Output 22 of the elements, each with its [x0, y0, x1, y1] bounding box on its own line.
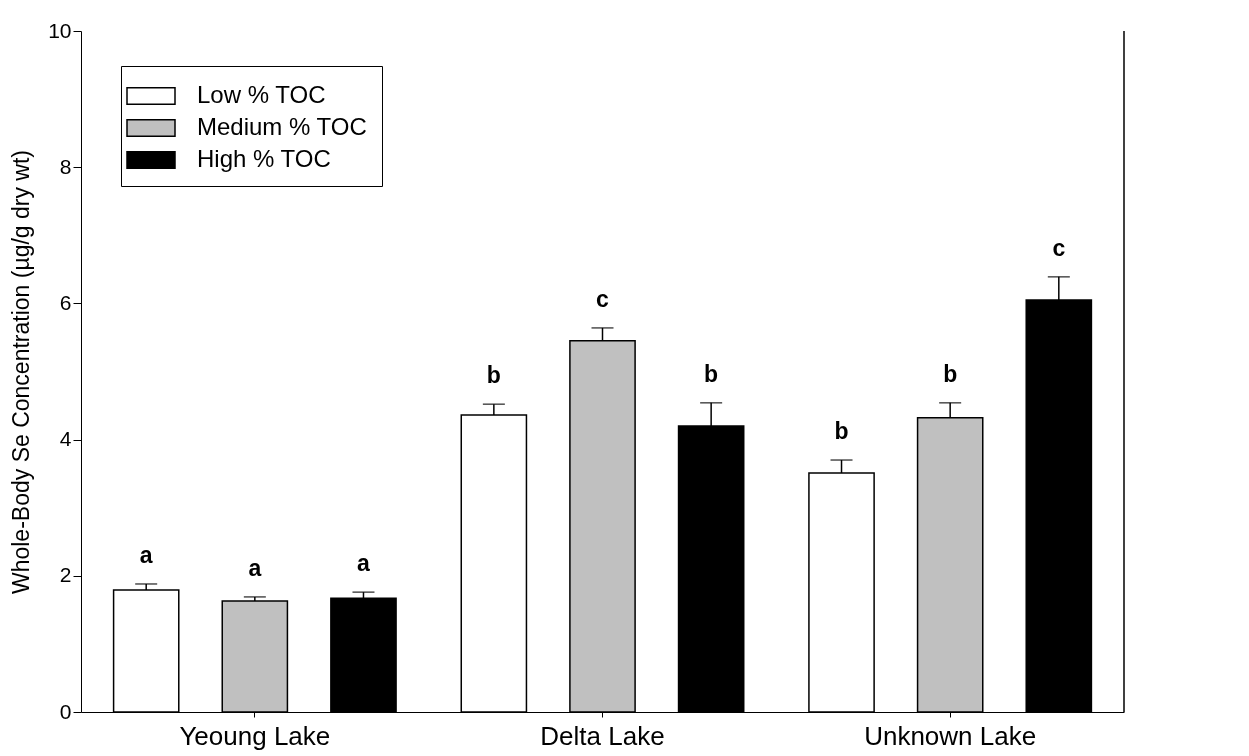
- annotation: b: [834, 418, 849, 445]
- y-tick-label: 0: [59, 699, 72, 723]
- legend-label: Medium % TOC: [197, 113, 367, 140]
- annotation: b: [943, 360, 958, 387]
- y-tick-label: 8: [59, 154, 72, 178]
- annotation: c: [1052, 234, 1066, 261]
- x-tick-label: Yeoung Lake: [179, 720, 331, 751]
- y-tick-label: 6: [59, 290, 72, 314]
- y-tick-label: 4: [59, 427, 72, 451]
- y-tick-label: 10: [48, 18, 72, 42]
- annotation: a: [139, 541, 153, 568]
- legend-label: High % TOC: [197, 145, 331, 172]
- annotation: b: [486, 362, 501, 389]
- x-tick-label: Unknown Lake: [864, 720, 1037, 751]
- annotation: b: [704, 360, 719, 387]
- y-tick-label: 2: [59, 563, 72, 587]
- annotation: a: [248, 554, 262, 581]
- x-tick-label: Delta Lake: [540, 720, 665, 751]
- legend-label: Low % TOC: [197, 81, 326, 108]
- annotation: c: [596, 285, 610, 312]
- y-axis-title: Whole-Body Se Concentration (µg/g dry wt): [8, 149, 35, 595]
- annotation: a: [357, 550, 371, 577]
